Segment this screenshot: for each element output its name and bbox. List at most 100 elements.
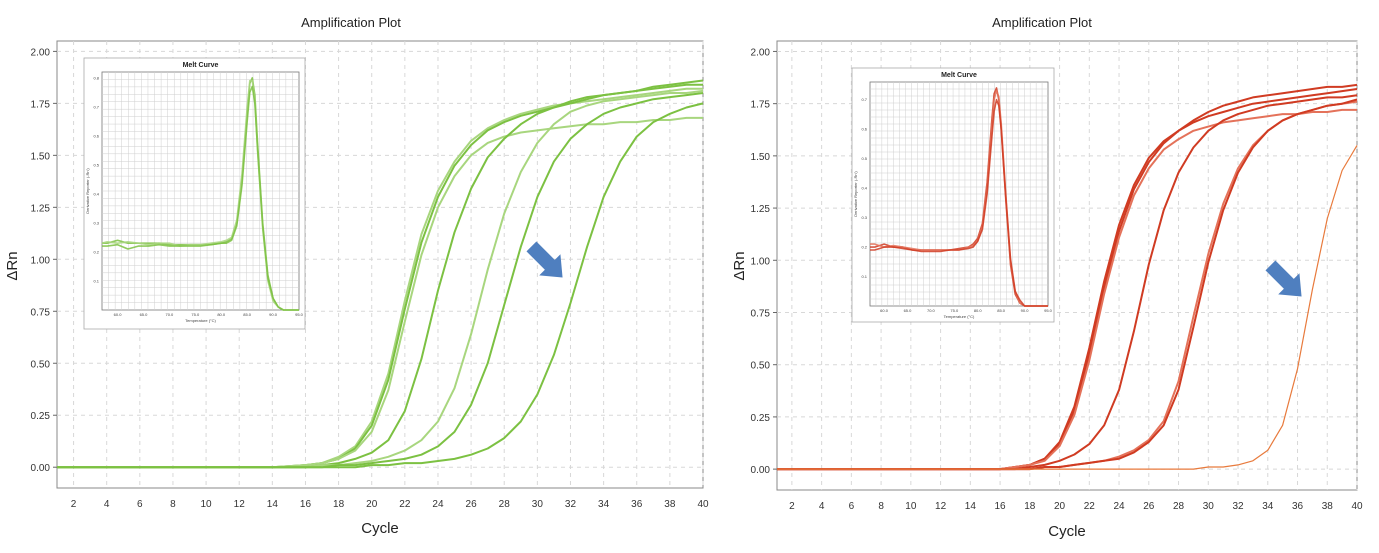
melt-curve-inset: Melt Curve 60.0 65.0 70.0 75.0 80.0 85.0 90.0 95… [83,57,306,330]
inset-y-tick-label: 0.8 [93,75,99,80]
inset-y-tick-label: 0.6 [861,127,867,132]
inset-x-tick-label: 95.0 [295,312,304,317]
amplification-plot-right: 2 4 6 8 10 12 14 16 18 20 22 24 26 28 30 32 34 36 38 400.00… [731,15,1363,540]
y-tick-label: 0.25 [31,411,51,422]
inset-y-axis-label: Derivative Reporter (-Rn') [853,171,858,217]
y-tick-label: 1.25 [31,203,51,214]
inset-y-tick-label: 0.5 [861,156,867,161]
melt-curve-line [102,85,299,311]
x-tick-label: 20 [366,499,378,510]
x-tick-label: 18 [333,499,345,510]
inset-y-tick-label: 0.6 [93,133,99,138]
x-tick-label: 6 [849,501,855,512]
inset-y-tick-label: 0.2 [861,245,867,250]
inset-x-tick-label: 70.0 [927,308,936,313]
inset-x-tick-label: 80.0 [974,308,983,313]
amplification-plot-left: 2 4 6 8 10 12 14 16 18 20 22 24 26 28 30 32 34 36 38 400.00… [4,15,709,537]
x-tick-label: 2 [789,501,795,512]
x-tick-label: 26 [466,499,478,510]
inset-title: Melt Curve [941,72,977,79]
x-tick-label: 24 [1113,501,1125,512]
inset-y-tick-label: 0.4 [93,191,99,196]
x-tick-label: 26 [1143,501,1155,512]
inset-x-tick-label: 60.0 [114,312,123,317]
x-tick-label: 36 [631,499,643,510]
inset-y-tick-label: 0.7 [93,104,99,109]
x-tick-label: 14 [965,501,977,512]
inset-x-tick-label: 75.0 [950,308,959,313]
x-tick-label: 40 [697,499,709,510]
melt-curve-inset: Melt Curve 60.0 65.0 70.0 75.0 80.0 85.0 90.0 95… [851,67,1055,323]
x-tick-label: 30 [1203,501,1215,512]
inset-x-tick-label: 70.0 [165,312,174,317]
inset-x-tick-label: 75.0 [191,312,200,317]
arrow-shape [526,241,563,278]
x-tick-label: 30 [532,499,544,510]
x-tick-label: 34 [598,499,610,510]
inset-y-tick-label: 0.3 [861,215,867,220]
y-tick-label: 0.50 [31,359,51,370]
inset-y-tick-label: 0.5 [93,162,99,167]
y-tick-label: 0.75 [31,307,51,318]
y-tick-label: 1.00 [751,256,771,267]
inset-y-tick-label: 0.7 [861,97,867,102]
x-tick-label: 16 [995,501,1007,512]
inset-x-tick-label: 85.0 [243,312,252,317]
down-right-arrow-icon [526,241,563,278]
x-tick-label: 28 [499,499,511,510]
inset-x-tick-label: 65.0 [140,312,149,317]
x-tick-label: 4 [819,501,825,512]
x-tick-label: 10 [201,499,213,510]
x-tick-label: 40 [1351,501,1363,512]
x-tick-label: 12 [935,501,947,512]
y-tick-label: 1.00 [31,255,51,266]
x-tick-label: 38 [1322,501,1334,512]
x-axis-label: Cycle [361,520,399,537]
inset-y-tick-label: 0.4 [861,186,867,191]
x-tick-label: 16 [300,499,312,510]
arrow-shape [1265,260,1302,297]
y-axis-label: ΔRn [4,251,21,280]
x-tick-label: 4 [104,499,110,510]
inset-y-tick-label: 0.1 [93,278,99,283]
x-tick-label: 10 [905,501,917,512]
y-tick-label: 0.75 [751,308,771,319]
x-tick-label: 36 [1292,501,1304,512]
inset-y-tick-label: 0.1 [861,274,867,279]
inset-y-axis-label: Derivative Reporter (-Rn') [85,168,90,214]
inset-x-tick-label: 65.0 [904,308,913,313]
inset-y-tick-label: 0.2 [93,249,99,254]
inset-title: Melt Curve [183,62,219,69]
inset-y-tick-label: 0.3 [93,220,99,225]
x-tick-label: 20 [1054,501,1066,512]
x-axis-label: Cycle [1048,523,1086,540]
y-tick-label: 1.25 [751,204,771,215]
inset-x-tick-label: 95.0 [1044,308,1053,313]
y-tick-label: 1.75 [751,100,771,111]
y-tick-label: 0.00 [31,463,51,474]
inset-x-tick-label: 80.0 [217,312,226,317]
x-tick-label: 22 [399,499,411,510]
inset-x-axis-label: Temperature (°C) [185,318,216,323]
y-tick-label: 1.50 [751,152,771,163]
amplification-curve [57,102,704,469]
y-tick-label: 2.00 [751,47,771,58]
inset-x-axis-label: Temperature (°C) [944,314,975,319]
chart-title: Amplification Plot [992,15,1092,30]
y-tick-label: 0.50 [751,361,771,372]
melt-curve-line [870,98,1048,307]
x-tick-label: 8 [170,499,176,510]
x-tick-label: 38 [664,499,676,510]
amplification-curve [777,145,1358,470]
x-tick-label: 14 [267,499,279,510]
x-tick-label: 34 [1262,501,1274,512]
y-tick-label: 0.00 [751,465,771,476]
inset-x-tick-label: 90.0 [1021,308,1030,313]
chart-title: Amplification Plot [301,15,401,30]
x-tick-label: 28 [1173,501,1185,512]
x-tick-label: 32 [1232,501,1244,512]
inset-x-tick-label: 85.0 [997,308,1006,313]
y-tick-label: 0.25 [751,413,771,424]
y-tick-label: 1.50 [31,151,51,162]
